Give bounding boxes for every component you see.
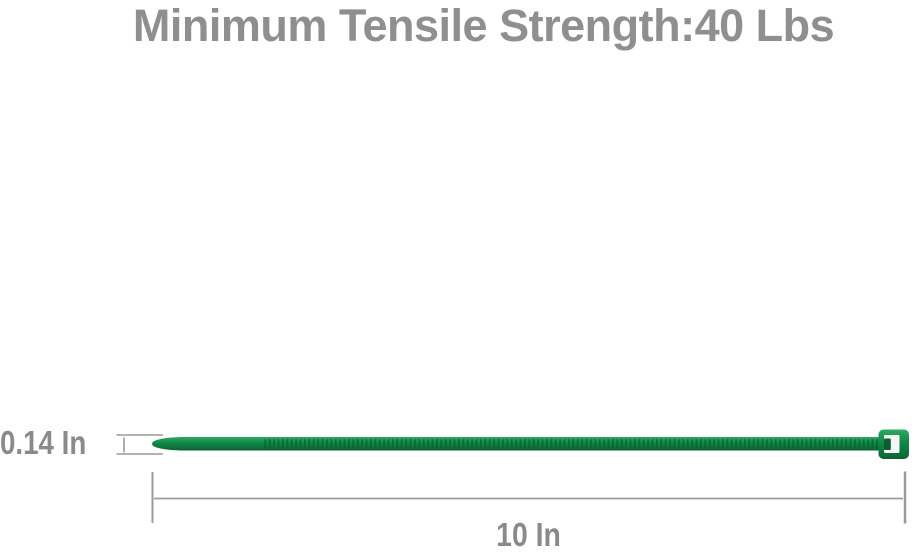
cable-tie-head — [878, 429, 909, 459]
cable-tie-strap-smooth — [179, 437, 263, 451]
cable-tie — [152, 429, 909, 459]
cable-tie-tip — [152, 437, 181, 451]
cable-tie-head-pawl — [884, 438, 891, 450]
length-dimension-label: 10 In — [496, 516, 561, 553]
length-dimension-line — [151, 471, 907, 524]
cable-tie-teeth — [262, 439, 880, 451]
page-title: Minimum Tensile Strength:40 Lbs — [132, 0, 835, 51]
width-dimension-label: 0.14 In — [0, 424, 87, 461]
width-dimension-bracket — [116, 434, 163, 455]
